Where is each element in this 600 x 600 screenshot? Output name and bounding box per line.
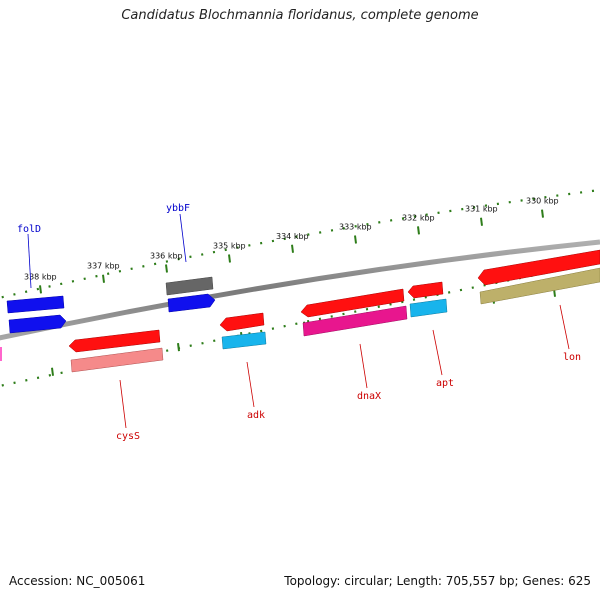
leader-lon <box>559 304 570 350</box>
outer-major-tick <box>165 264 168 273</box>
gene-dnaX-arrow <box>300 288 405 318</box>
gene-dnaX-bar <box>302 305 408 337</box>
gene-folD[interactable] <box>6 295 67 334</box>
leader-cysS <box>119 379 127 429</box>
leader-apt <box>432 329 443 376</box>
scale-tick-label: 338 kbp <box>24 272 57 281</box>
inner-major-tick <box>51 367 54 376</box>
gene-ybbF-arrow-blue <box>167 293 216 313</box>
scale-tick-label: 337 kbp <box>87 262 120 271</box>
gene-apt-bar <box>409 298 448 318</box>
scale-tick-label: 335 kbp <box>213 241 246 250</box>
scale-tick-label: 334 kbp <box>276 232 309 241</box>
gene-cysS-bar <box>70 347 164 373</box>
accession-text: Accession: NC_005061 <box>9 574 146 588</box>
map-title: Candidatus Blochmannia floridanus, compl… <box>121 8 479 23</box>
gene-ybbF[interactable] <box>165 276 216 313</box>
outer-major-tick <box>417 226 420 235</box>
gene-lon[interactable] <box>477 249 600 305</box>
genome-backbone <box>0 239 600 341</box>
gene-folD-arrow-lower <box>8 314 67 334</box>
outer-major-tick <box>291 244 294 253</box>
gene-cysS-arrow <box>68 329 161 353</box>
scale-tick-label: 331 kbp <box>465 205 498 214</box>
outer-major-tick <box>354 235 357 244</box>
gene-folD-arrow <box>6 295 65 314</box>
scale-tick-label: 336 kbp <box>150 251 183 260</box>
gene-apt[interactable] <box>407 281 448 318</box>
gene-adk-bar <box>221 331 267 350</box>
outer-major-tick <box>102 274 105 283</box>
gene-cysS[interactable] <box>68 329 164 373</box>
outer-major-tick <box>480 217 483 226</box>
leader-adk <box>246 361 255 408</box>
partial-feature-left <box>0 347 2 361</box>
gene-ybbF-arrow-grey <box>165 276 214 296</box>
label-apt[interactable]: apt <box>436 378 454 389</box>
scale-tick-label: 332 kbp <box>402 213 435 222</box>
genome-summary-text: Topology: circular; Length: 705,557 bp; … <box>284 574 591 588</box>
gene-lon-bar <box>479 267 600 305</box>
outer-major-tick <box>541 209 544 218</box>
gene-adk[interactable] <box>219 312 267 350</box>
gene-apt-arrow <box>407 281 444 299</box>
leader-dnaX <box>359 343 368 389</box>
label-folD[interactable]: folD <box>17 224 41 235</box>
scale-tick-label: 330 kbp <box>526 197 559 206</box>
gene-dnaX[interactable] <box>300 288 408 337</box>
outer-major-tick <box>39 285 42 294</box>
leader-folD <box>27 233 32 289</box>
scale-tick-label: 333 kbp <box>339 222 372 231</box>
gene-adk-arrow <box>219 312 265 332</box>
inner-major-tick <box>177 343 180 352</box>
label-ybbF[interactable]: ybbF <box>166 203 190 214</box>
label-adk[interactable]: adk <box>247 410 265 421</box>
gene-lon-arrow <box>477 249 600 286</box>
outer-major-tick <box>228 254 231 263</box>
label-lon[interactable]: lon <box>563 352 581 363</box>
label-dnaX[interactable]: dnaX <box>357 391 381 402</box>
label-cysS[interactable]: cysS <box>116 431 140 442</box>
leader-ybbF <box>179 213 187 263</box>
